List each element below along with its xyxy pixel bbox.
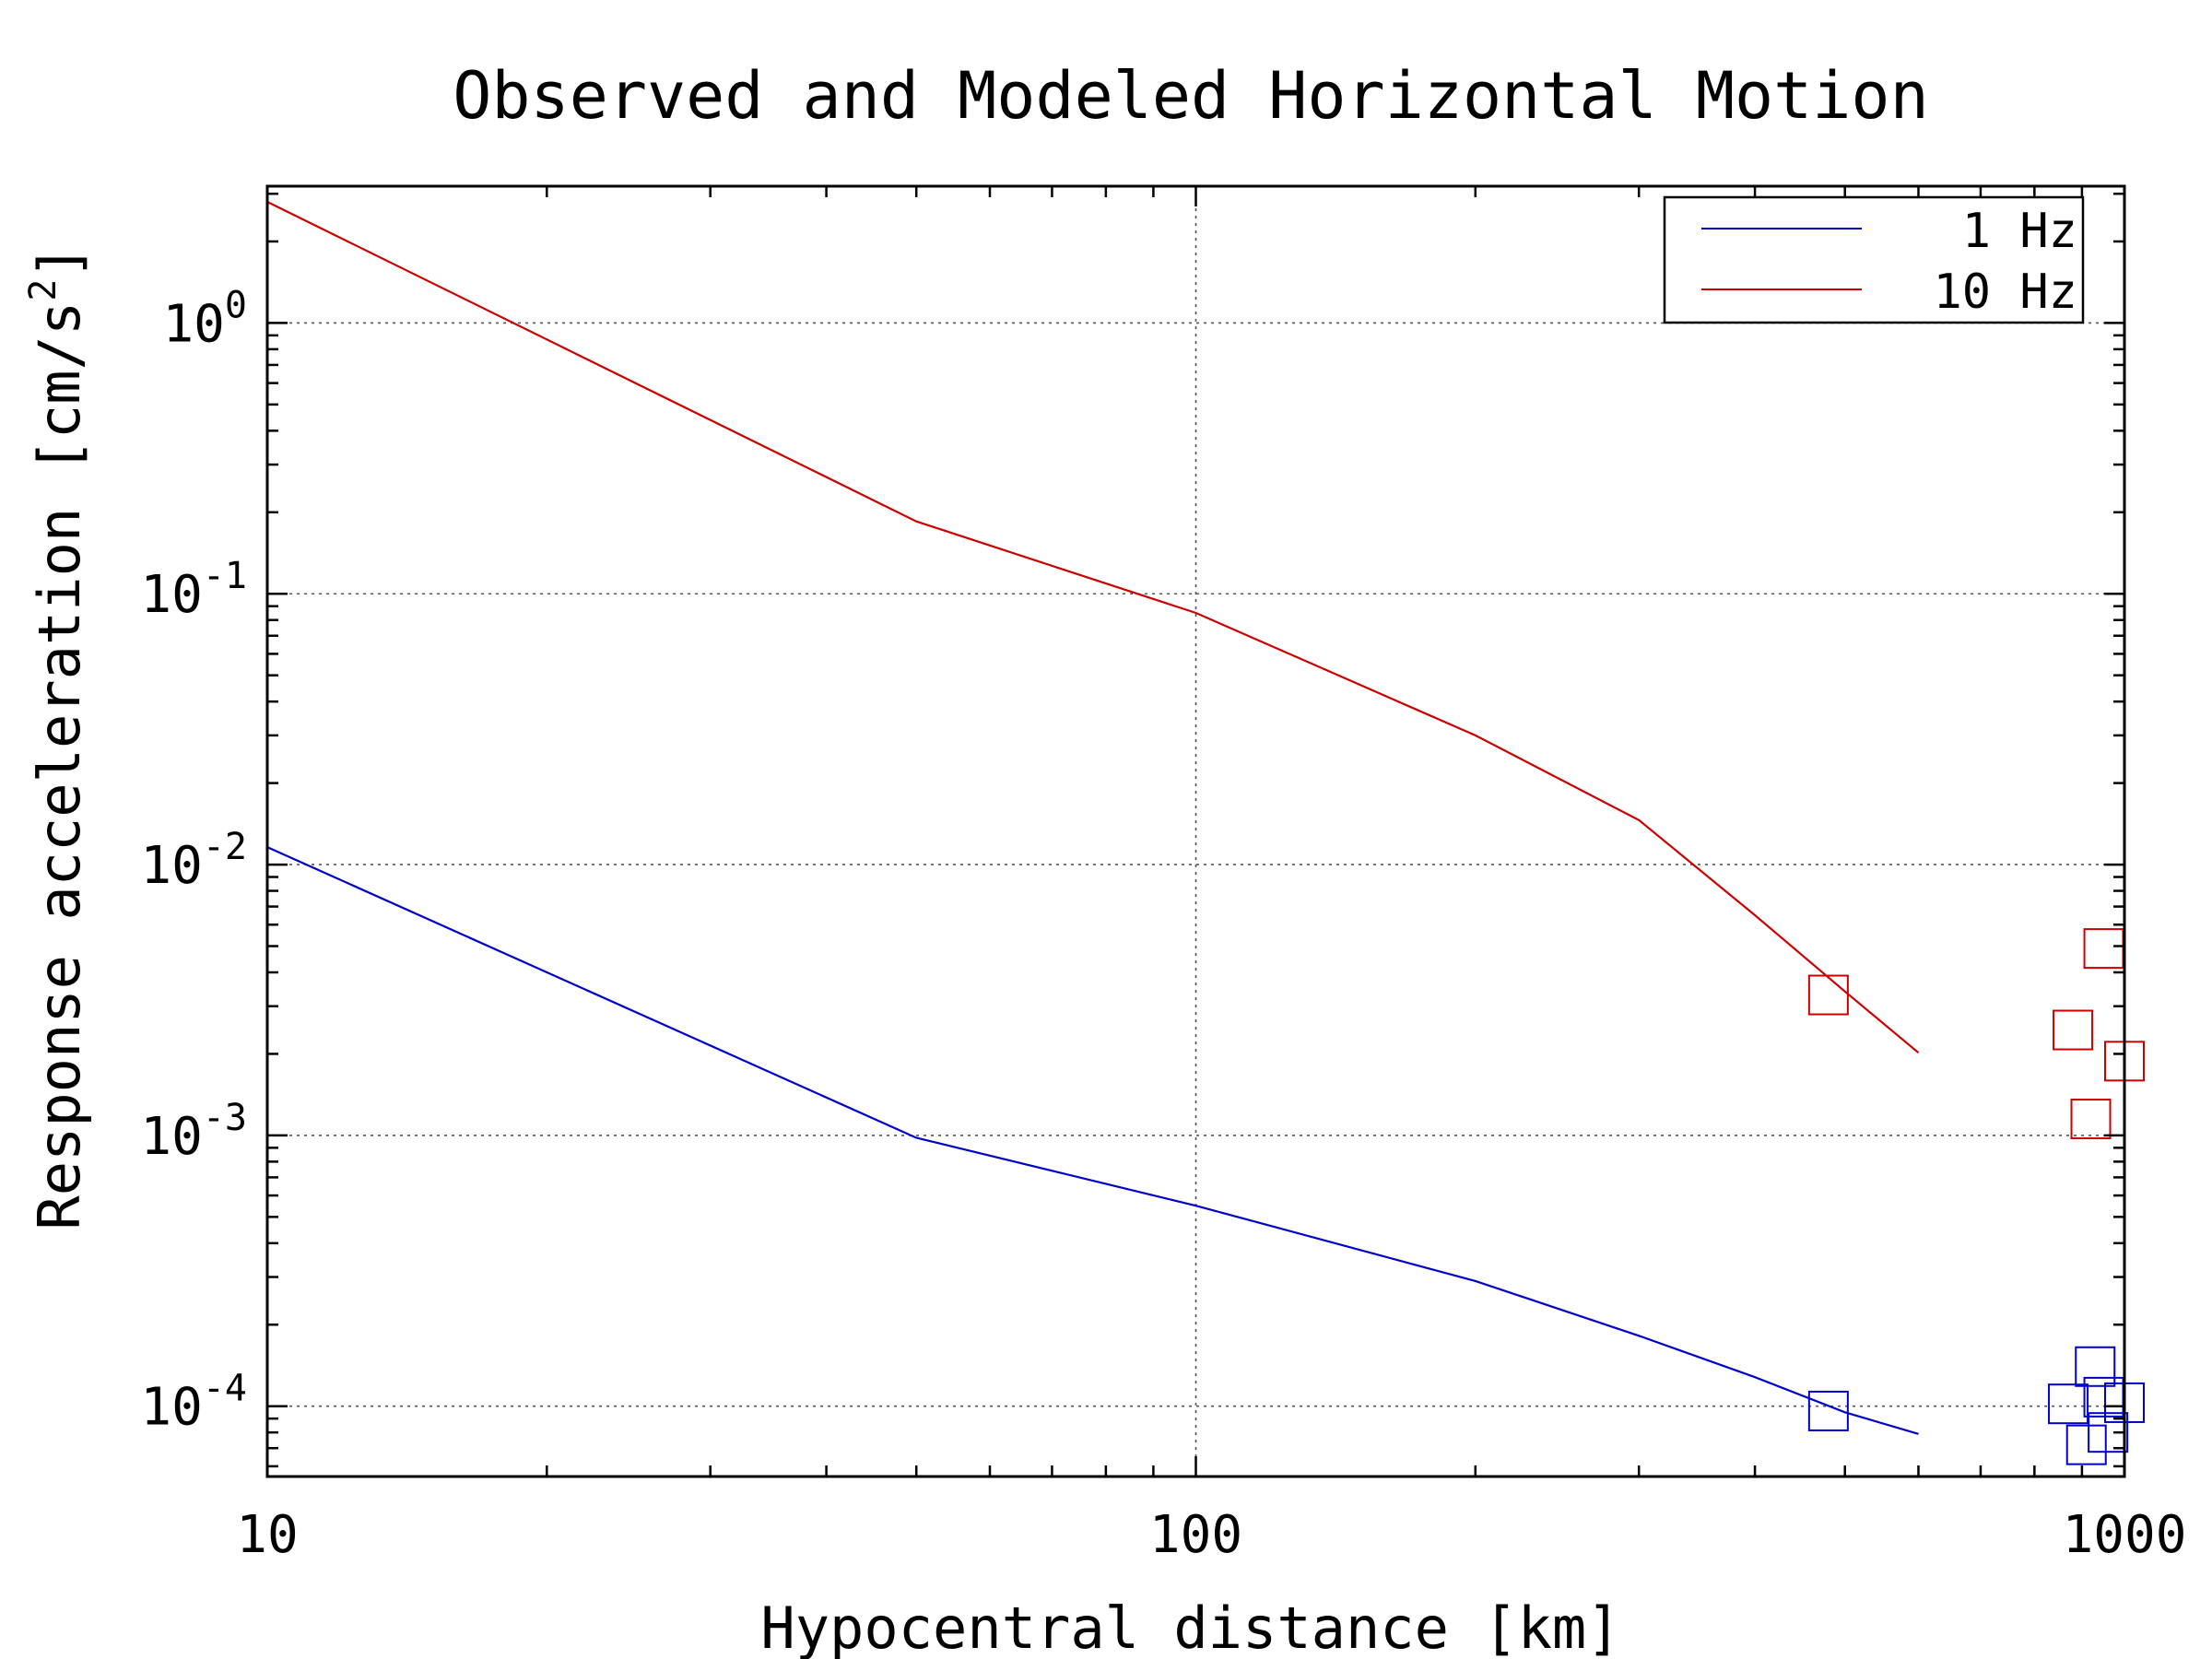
y-tick-label: 10-4 bbox=[140, 1368, 247, 1438]
observed-point-10-hz bbox=[2083, 928, 2124, 970]
observed-point-10-hz bbox=[1807, 974, 1849, 1016]
y-tick-label: 100 bbox=[162, 284, 247, 354]
y-tick-exponent: 0 bbox=[225, 284, 247, 326]
x-tick-label: 100 bbox=[1149, 1505, 1242, 1565]
y-tick-base: 10 bbox=[140, 1378, 202, 1438]
series-layer bbox=[266, 201, 1920, 1435]
legend-label-10hz: 10 Hz bbox=[1933, 265, 2077, 320]
y-tick-exponent: -1 bbox=[203, 555, 247, 597]
y-tick-exponent: -3 bbox=[203, 1097, 247, 1139]
axis-ticks bbox=[265, 186, 2124, 1477]
series-line-1-hz bbox=[266, 846, 1919, 1435]
y-axis-label: Response acceleration [cm/s2] bbox=[22, 244, 93, 1230]
observed-point-10-hz bbox=[2070, 1099, 2112, 1140]
y-tick-base: 10 bbox=[162, 294, 224, 354]
y-tick-base: 10 bbox=[140, 836, 202, 896]
observed-markers bbox=[1807, 928, 2145, 1465]
y-tick-exponent: -2 bbox=[203, 826, 247, 868]
y-axis-label-end: ] bbox=[26, 244, 93, 278]
chart-title: Observed and Modeled Horizontal Motion bbox=[453, 58, 1928, 134]
observed-point-1-hz bbox=[2088, 1412, 2129, 1453]
legend-box bbox=[1663, 195, 2085, 324]
y-tick-label: 10-1 bbox=[140, 555, 247, 625]
y-tick-base: 10 bbox=[140, 1107, 202, 1167]
legend-label-1hz: 1 Hz bbox=[1962, 204, 2077, 259]
x-axis-label: Hypocentral distance [km] bbox=[760, 1594, 1620, 1659]
observed-point-1-hz bbox=[2065, 1424, 2107, 1465]
series-line-10-hz bbox=[266, 201, 1920, 1054]
y-axis-label-sup: 2 bbox=[22, 279, 65, 301]
x-tick-labels: 10 100 1000 bbox=[236, 1505, 2186, 1565]
observed-point-1-hz bbox=[2075, 1346, 2116, 1387]
observed-point-1-hz bbox=[1807, 1390, 1849, 1431]
grid bbox=[267, 186, 2124, 1477]
y-tick-exponent: -4 bbox=[203, 1368, 247, 1410]
y-tick-label: 10-2 bbox=[140, 826, 247, 896]
x-tick-label: 10 bbox=[236, 1505, 298, 1565]
y-axis-label-main: Response acceleration [cm/s bbox=[26, 301, 93, 1230]
y-tick-base: 10 bbox=[140, 565, 202, 625]
x-tick-label: 1000 bbox=[2063, 1505, 2187, 1565]
observed-point-10-hz bbox=[2053, 1009, 2094, 1051]
y-axis-label-group: Response acceleration [cm/s2] bbox=[22, 244, 93, 1230]
observed-point-1-hz bbox=[2048, 1383, 2089, 1425]
y-tick-label: 10-3 bbox=[140, 1097, 247, 1167]
legend: 1 Hz 10 Hz bbox=[1663, 195, 2085, 324]
